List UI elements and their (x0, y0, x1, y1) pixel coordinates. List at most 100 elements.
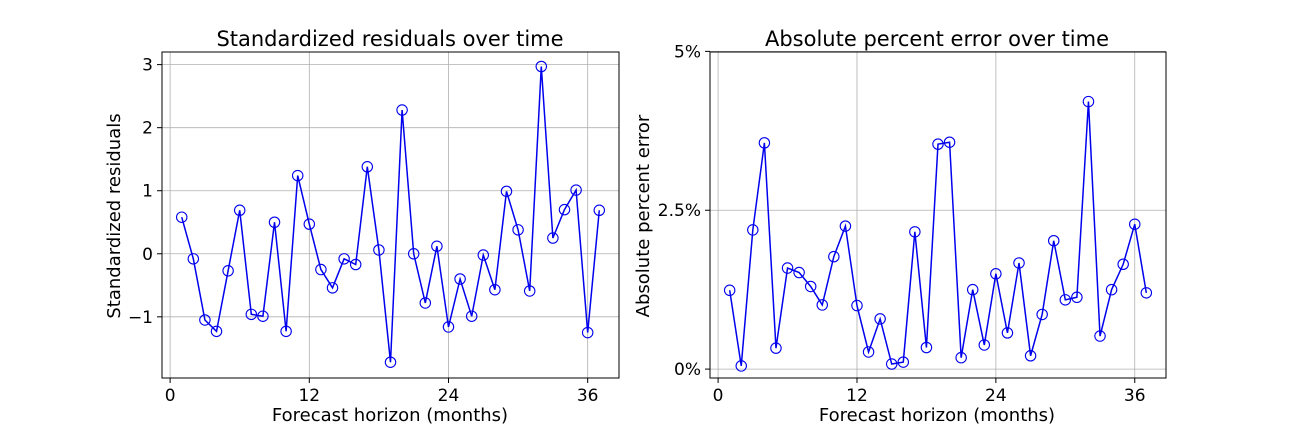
ape-x-tick-label: 0 (713, 386, 724, 406)
ape-data-point (1094, 330, 1106, 342)
ape-chart-title: Absolute percent error over time (765, 27, 1109, 51)
ape-data-point (1117, 258, 1129, 270)
residuals-y-tick-label: −1 (128, 308, 153, 328)
residuals-y-tick-label: 2 (142, 119, 153, 139)
residuals-data-point (233, 204, 246, 217)
ape-x-tick-label: 12 (846, 386, 868, 406)
residuals-y-tick-label: 0 (142, 245, 153, 265)
residuals-axes-frame (161, 51, 620, 379)
residuals-data-point (315, 263, 327, 276)
residuals-data-point (199, 314, 211, 326)
residuals-y-tick-label: 3 (142, 56, 153, 76)
ape-data-point (839, 220, 852, 232)
ape-data-point (1036, 308, 1048, 321)
residuals-data-point (361, 161, 374, 173)
ape-data-point (1001, 327, 1014, 339)
ape-series-line (728, 101, 1148, 367)
ape-data-point (897, 356, 910, 368)
residuals-data-point (187, 253, 200, 265)
ape-data-point (781, 262, 794, 274)
ape-data-point (885, 358, 898, 370)
ape-data-point (1129, 218, 1141, 230)
ape-x-tick-label: 24 (985, 386, 1007, 406)
ape-x-tick-label: 36 (1124, 386, 1146, 406)
ape-data-point (1024, 350, 1037, 362)
residuals-data-point (349, 258, 362, 271)
ape-data-point (1013, 257, 1025, 269)
residuals-data-point (245, 308, 258, 321)
ape-data-point (851, 299, 863, 312)
residuals-chart-title: Standardized residuals over time (216, 27, 563, 51)
ape-axes-frame (709, 51, 1167, 379)
residuals-data-point (512, 224, 524, 236)
residuals-data-point (384, 356, 397, 368)
ape-data-point (770, 342, 782, 354)
ape-data-point (1059, 294, 1072, 306)
residuals-data-point (477, 249, 490, 261)
residuals-x-tick-label: 36 (577, 386, 599, 406)
residuals-data-point (523, 285, 536, 297)
residuals-panel: Standardized residuals over time Forecas… (104, 27, 620, 426)
residuals-data-point (431, 240, 443, 252)
ape-data-point (816, 299, 829, 311)
residuals-data-point (558, 203, 571, 216)
residuals-data-point (338, 253, 350, 265)
ape-y-axis-label: Absolute percent error (633, 114, 654, 317)
ape-data-point (955, 351, 967, 364)
residuals-data-point (419, 297, 432, 309)
residuals-x-tick-label: 12 (298, 386, 320, 406)
residuals-data-point (303, 218, 316, 230)
ape-panel: Absolute percent error over time Forecas… (633, 27, 1167, 426)
ape-data-point (909, 226, 921, 238)
residuals-data-point (326, 282, 339, 294)
residuals-data-point (500, 185, 513, 198)
residuals-data-point (210, 325, 223, 338)
ape-data-point (932, 138, 944, 150)
ape-y-tick-label: 2.5% (658, 201, 701, 221)
ape-data-point (758, 137, 771, 149)
residuals-data-point (175, 211, 188, 223)
residuals-data-point (489, 283, 501, 296)
residuals-data-point (442, 321, 455, 333)
residuals-data-point (373, 244, 385, 256)
ape-data-point (828, 250, 840, 263)
residuals-x-tick-label: 0 (165, 386, 176, 406)
ape-data-point (1047, 234, 1060, 247)
residuals-data-point (291, 169, 304, 182)
residuals-data-point (547, 232, 559, 244)
ape-data-point (990, 268, 1002, 280)
residuals-data-point (222, 265, 234, 277)
residuals-data-point (407, 248, 420, 260)
ape-data-point (1140, 287, 1153, 299)
ape-data-point (1105, 283, 1118, 296)
ape-data-point (1082, 95, 1095, 108)
residuals-y-tick-label: 1 (142, 182, 153, 202)
ape-data-point (943, 136, 956, 148)
residuals-data-point (280, 325, 292, 338)
residuals-data-point (581, 326, 594, 339)
residuals-x-axis-label: Forecast horizon (months) (272, 405, 508, 426)
residuals-data-point (454, 273, 466, 285)
ape-data-point (747, 224, 759, 236)
ape-data-point (1071, 291, 1083, 304)
ape-data-point (793, 266, 805, 279)
residuals-x-tick-label: 24 (438, 386, 460, 406)
residuals-data-point (465, 310, 478, 322)
ape-data-point (735, 360, 747, 372)
ape-data-point (874, 313, 886, 325)
ape-y-tick-label: 5% (674, 42, 701, 62)
ape-data-point (723, 284, 736, 297)
residuals-data-point (593, 204, 606, 217)
ape-y-tick-label: 0% (674, 360, 701, 380)
residuals-data-point (570, 184, 582, 196)
residuals-data-point (268, 216, 281, 229)
residuals-series-line (180, 66, 601, 363)
ape-data-point (920, 341, 933, 354)
ape-x-axis-label: Forecast horizon (months) (819, 405, 1055, 426)
ape-data-point (804, 280, 817, 293)
ape-data-point (966, 283, 979, 296)
residuals-data-point (257, 310, 269, 322)
residuals-data-point (535, 60, 548, 73)
residuals-y-axis-label: Standardized residuals (104, 113, 125, 318)
